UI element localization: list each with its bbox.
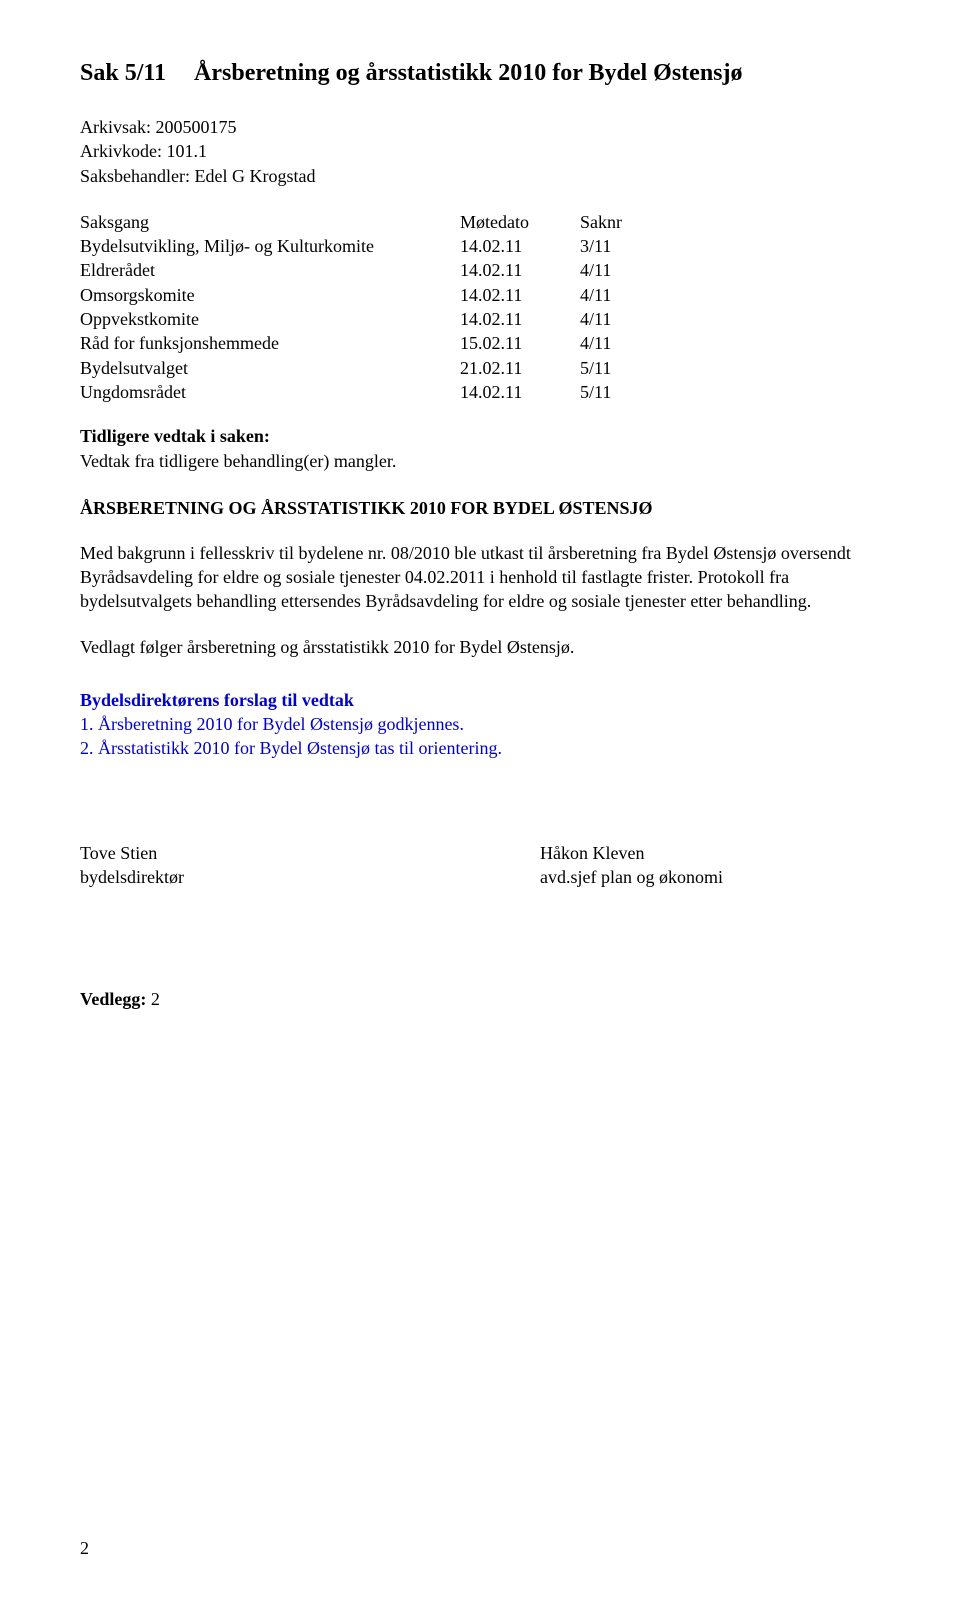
paragraph-1: Med bakgrunn i fellesskriv til bydelene … [80,541,880,614]
table-row: Råd for funksjonshemmede 15.02.11 4/11 [80,331,880,355]
cell-date: 14.02.11 [460,307,580,331]
cell-date: 15.02.11 [460,331,580,355]
col-saknr: Saknr [580,210,660,234]
cell-name: Eldrerådet [80,258,460,282]
cell-name: Oppvekstkomite [80,307,460,331]
meeting-table: Saksgang Møtedato Saknr Bydelsutvikling,… [80,210,880,404]
cell-saknr: 4/11 [580,331,660,355]
col-saksgang: Saksgang [80,210,460,234]
table-header-row: Saksgang Møtedato Saknr [80,210,880,234]
cell-saknr: 5/11 [580,356,660,380]
section-heading: ÅRSBERETNING OG ÅRSSTATISTIKK 2010 FOR B… [80,498,880,519]
case-title: Årsberetning og årsstatistikk 2010 for B… [194,60,742,87]
cell-name: Råd for funksjonshemmede [80,331,460,355]
arkivkode-label: Arkivkode: [80,141,162,161]
arkivsak-value: 200500175 [156,117,237,137]
arkivkode-value: 101.1 [166,141,207,161]
proposal-line-1: 1. Årsberetning 2010 for Bydel Østensjø … [80,712,880,736]
sign-left-title: bydelsdirektør [80,865,540,889]
attachments-line: Vedlegg: 2 [80,989,880,1010]
proposal-heading: Bydelsdirektørens forslag til vedtak [80,688,880,712]
sign-left-name: Tove Stien [80,841,540,865]
case-number: Sak 5/11 [80,60,166,87]
table-row: Oppvekstkomite 14.02.11 4/11 [80,307,880,331]
page-title: Sak 5/11 Årsberetning og årsstatistikk 2… [80,60,880,87]
cell-date: 21.02.11 [460,356,580,380]
page: Sak 5/11 Årsberetning og årsstatistikk 2… [0,0,960,1599]
col-motedato: Møtedato [460,210,580,234]
arkivsak-line: Arkivsak: 200500175 [80,115,880,139]
sign-right-name: Håkon Kleven [540,841,840,865]
cell-name: Omsorgskomite [80,283,460,307]
page-number: 2 [80,1538,89,1559]
cell-date: 14.02.11 [460,234,580,258]
table-row: Bydelsutvalget 21.02.11 5/11 [80,356,880,380]
saksbehandler-value: Edel G Krogstad [194,166,315,186]
saksbehandler-label: Saksbehandler: [80,166,190,186]
signature-row: Tove Stien bydelsdirektør Håkon Kleven a… [80,841,880,890]
cell-date: 14.02.11 [460,258,580,282]
cell-saknr: 4/11 [580,307,660,331]
table-row: Ungdomsrådet 14.02.11 5/11 [80,380,880,404]
saksbehandler-line: Saksbehandler: Edel G Krogstad [80,164,880,188]
cell-date: 14.02.11 [460,380,580,404]
proposal-block: Bydelsdirektørens forslag til vedtak 1. … [80,688,880,761]
meta-block: Arkivsak: 200500175 Arkivkode: 101.1 Sak… [80,115,880,188]
prev-decision-label: Tidligere vedtak i saken: [80,426,880,447]
cell-name: Bydelsutvikling, Miljø- og Kulturkomite [80,234,460,258]
vedlegg-label: Vedlegg: [80,989,146,1009]
arkivkode-line: Arkivkode: 101.1 [80,139,880,163]
cell-saknr: 3/11 [580,234,660,258]
cell-date: 14.02.11 [460,283,580,307]
vedlegg-value: 2 [151,989,160,1009]
signature-right: Håkon Kleven avd.sjef plan og økonomi [540,841,840,890]
proposal-line-2: 2. Årsstatistikk 2010 for Bydel Østensjø… [80,736,880,760]
table-row: Omsorgskomite 14.02.11 4/11 [80,283,880,307]
table-row: Eldrerådet 14.02.11 4/11 [80,258,880,282]
cell-saknr: 4/11 [580,258,660,282]
paragraph-2: Vedlagt følger årsberetning og årsstatis… [80,635,880,659]
signature-left: Tove Stien bydelsdirektør [80,841,540,890]
arkivsak-label: Arkivsak: [80,117,151,137]
cell-name: Ungdomsrådet [80,380,460,404]
prev-decision-text: Vedtak fra tidligere behandling(er) mang… [80,449,880,473]
cell-saknr: 4/11 [580,283,660,307]
table-row: Bydelsutvikling, Miljø- og Kulturkomite … [80,234,880,258]
cell-saknr: 5/11 [580,380,660,404]
cell-name: Bydelsutvalget [80,356,460,380]
sign-right-title: avd.sjef plan og økonomi [540,865,840,889]
